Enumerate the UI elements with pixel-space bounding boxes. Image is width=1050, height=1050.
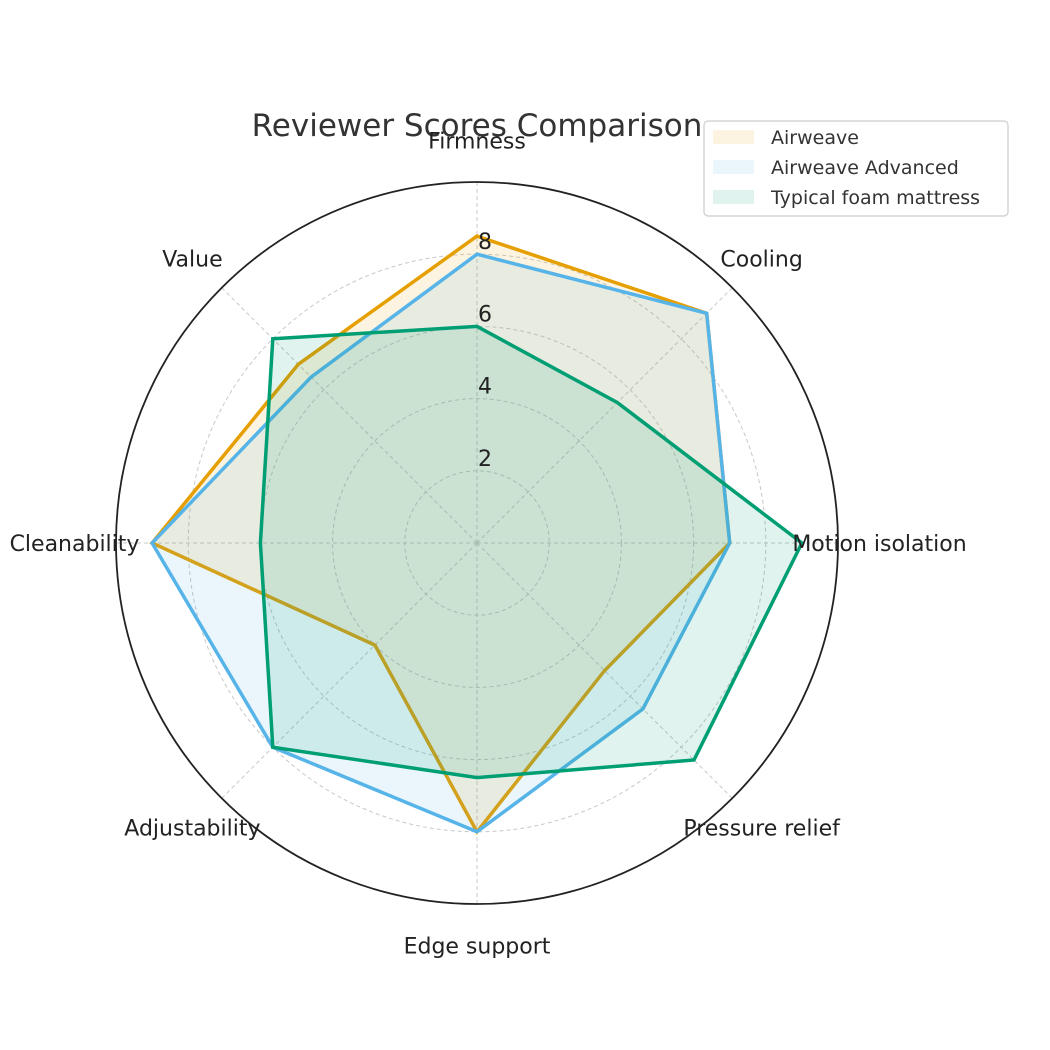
axis-label-pressure-relief: Pressure relief xyxy=(683,817,841,842)
radial-tick-labels: 2 4 6 8 xyxy=(478,230,492,472)
axis-label-adjustability: Adjustability xyxy=(124,817,260,842)
legend-swatch xyxy=(713,160,754,174)
series-polygons xyxy=(149,234,805,835)
axis-label-edge-support: Edge support xyxy=(404,935,551,960)
legend: Airweave Airweave Advanced Typical foam ma… xyxy=(703,120,1009,217)
legend-swatch xyxy=(713,190,754,204)
axis-label-motion-isolation: Motion isolation xyxy=(792,532,966,557)
r-tick-label: 4 xyxy=(478,375,492,400)
chart-title: Reviewer Scores Comparison xyxy=(252,108,703,144)
axis-label-cooling: Cooling xyxy=(720,247,802,272)
r-tick-label: 2 xyxy=(478,447,492,472)
legend-label: Typical foam mattress xyxy=(770,187,980,209)
axis-label-value: Value xyxy=(162,247,222,272)
legend-label: Airweave xyxy=(771,127,859,149)
legend-swatch xyxy=(713,130,754,144)
outer-ring xyxy=(115,181,839,905)
legend-label: Airweave Advanced xyxy=(771,157,959,179)
r-tick-label: 8 xyxy=(478,230,492,255)
series-airweave-advanced xyxy=(149,252,732,834)
axis-label-cleanability: Cleanability xyxy=(10,532,140,557)
grid-ring xyxy=(332,398,622,688)
series-typical-foam-mattress xyxy=(258,324,805,780)
legend-box xyxy=(703,120,1009,217)
axis-label-firmness: Firmness xyxy=(428,130,526,155)
axis-labels: Firmness Cooling Motion isolation Pressure … xyxy=(10,130,967,960)
r-tick-label: 6 xyxy=(478,302,492,327)
